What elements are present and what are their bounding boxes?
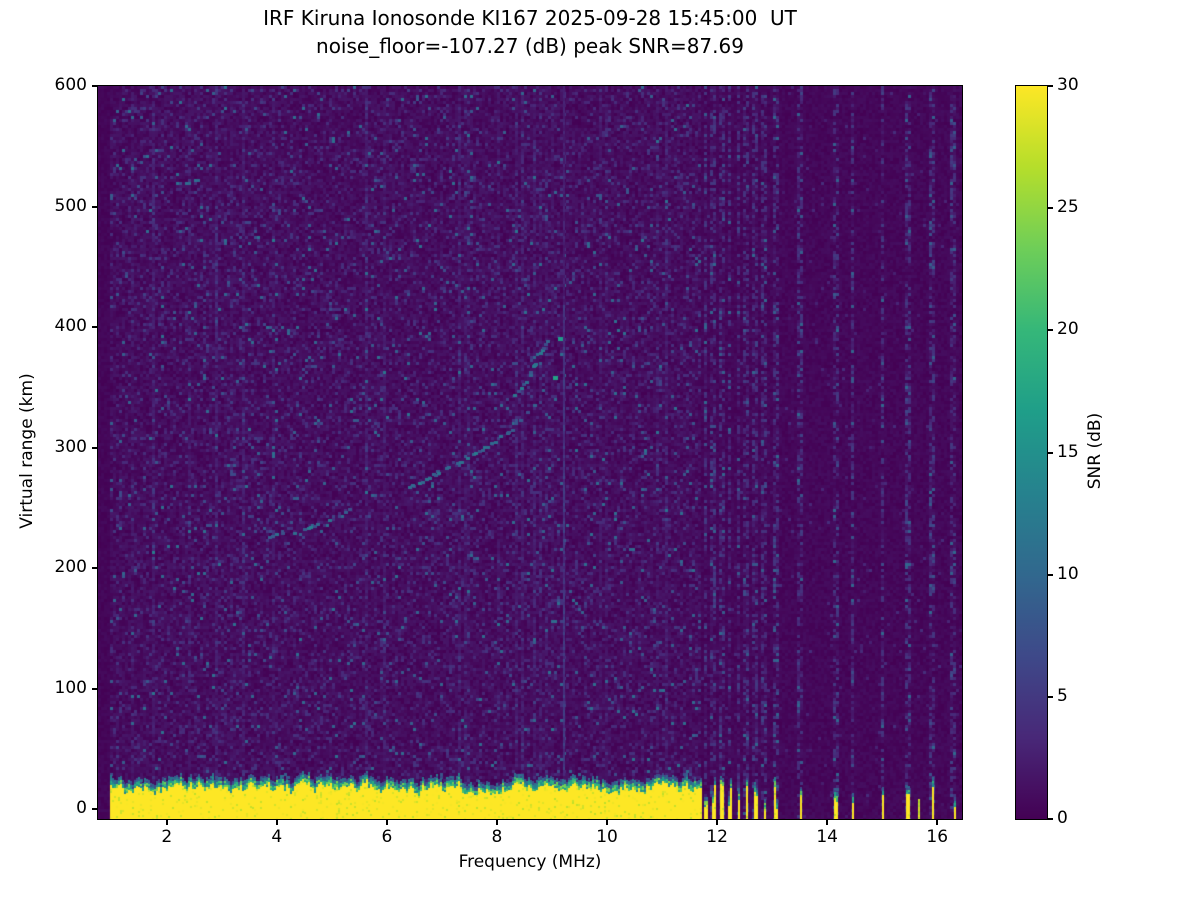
x-tick-label: 16 (926, 827, 949, 847)
colorbar-tick-mark (1048, 818, 1053, 820)
x-tick-label: 12 (706, 827, 728, 847)
x-tick-label: 2 (161, 827, 173, 847)
x-tick-mark (606, 820, 609, 825)
colorbar-tick-label: 15 (1057, 441, 1079, 462)
y-tick-mark (92, 567, 97, 570)
colorbar-tick-label: 10 (1057, 563, 1079, 584)
x-tick-mark (826, 820, 829, 825)
x-tick-label: 6 (381, 827, 393, 847)
y-tick-mark (92, 85, 97, 87)
colorbar-tick-mark (1048, 695, 1053, 698)
x-tick-mark (385, 820, 388, 825)
y-tick-label: 0 (76, 798, 87, 819)
y-tick-label: 100 (54, 677, 87, 698)
x-tick-mark (495, 820, 498, 825)
x-tick-label: 8 (491, 827, 503, 847)
x-tick-mark (936, 820, 939, 825)
colorbar-tick-label: 5 (1057, 685, 1068, 706)
y-tick-mark (92, 326, 97, 329)
y-tick-mark (92, 205, 97, 208)
y-tick-mark (92, 446, 97, 449)
colorbar-tick-label: 25 (1057, 197, 1079, 218)
ionogram-heatmap-canvas (98, 86, 962, 819)
colorbar-gradient (1016, 86, 1047, 819)
y-tick-mark (92, 808, 97, 811)
x-tick-label: 10 (596, 827, 618, 847)
colorbar (1015, 85, 1048, 820)
colorbar-tick-label: 0 (1057, 808, 1068, 828)
y-tick-label: 300 (54, 436, 87, 457)
colorbar-tick-label: 30 (1057, 75, 1079, 95)
colorbar-tick-mark (1048, 451, 1053, 454)
chart-subtitle: noise_floor=-107.27 (dB) peak SNR=87.69 (316, 34, 744, 58)
y-tick-mark (92, 687, 97, 690)
y-tick-label: 500 (54, 195, 87, 216)
colorbar-tick-mark (1048, 329, 1053, 332)
plot-area (97, 85, 963, 820)
colorbar-tick-mark (1048, 207, 1053, 210)
y-tick-label: 600 (54, 75, 87, 95)
x-tick-mark (716, 820, 719, 825)
y-tick-label: 400 (54, 316, 87, 337)
x-tick-mark (165, 820, 168, 825)
chart-title: IRF Kiruna Ionosonde KI167 2025-09-28 15… (263, 6, 797, 30)
colorbar-tick-mark (1048, 85, 1053, 87)
y-tick-label: 200 (54, 557, 87, 578)
x-tick-label: 14 (816, 827, 838, 847)
colorbar-tick-label: 20 (1057, 319, 1079, 340)
x-tick-label: 4 (271, 827, 283, 847)
x-axis-label: Frequency (MHz) (458, 852, 602, 872)
colorbar-tick-mark (1048, 573, 1053, 576)
x-tick-mark (275, 820, 278, 825)
